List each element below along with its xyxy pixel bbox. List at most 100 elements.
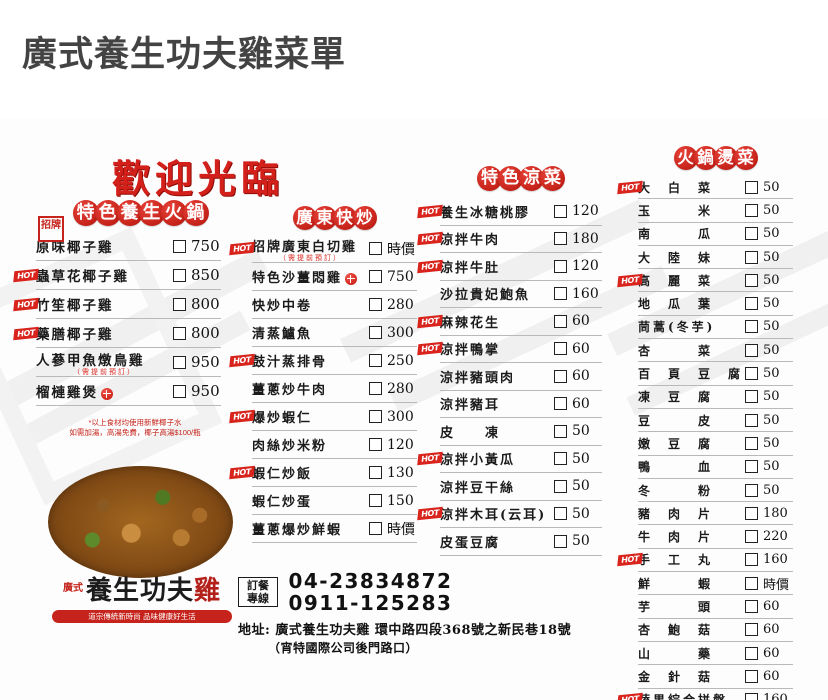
order-checkbox[interactable] bbox=[745, 553, 758, 567]
order-checkbox[interactable] bbox=[745, 227, 758, 241]
order-checkbox[interactable] bbox=[369, 494, 382, 507]
menu-item-row[interactable]: HOT蔬果綜合拼盤 160 bbox=[617, 689, 793, 700]
menu-item-row[interactable]: HOT 高 麗 菜 50 bbox=[617, 269, 793, 293]
phone-mobile[interactable]: 0911-125283 bbox=[288, 591, 453, 615]
menu-item-row[interactable]: 杏 菜 50 bbox=[638, 339, 793, 363]
order-checkbox[interactable] bbox=[745, 646, 758, 660]
menu-item-row[interactable]: 涼拌豬頭肉 60 bbox=[440, 363, 602, 391]
order-checkbox[interactable] bbox=[554, 452, 567, 466]
order-checkbox[interactable] bbox=[745, 576, 758, 590]
order-checkbox[interactable] bbox=[369, 438, 382, 451]
menu-item-row[interactable]: 皮 凍 50 bbox=[440, 418, 602, 446]
order-checkbox[interactable] bbox=[745, 693, 758, 700]
order-checkbox[interactable] bbox=[745, 530, 758, 544]
menu-item-row[interactable]: 蝦仁炒蛋 150 bbox=[252, 487, 417, 515]
order-checkbox[interactable] bbox=[745, 367, 758, 381]
menu-item-row[interactable]: 薑蔥爆炒鮮蝦 時價 bbox=[252, 515, 417, 543]
menu-item-row[interactable]: 茼蒿(冬芋) 50 bbox=[638, 316, 793, 340]
menu-item-row[interactable]: 凍 豆 腐 50 bbox=[638, 386, 793, 409]
order-checkbox[interactable] bbox=[745, 413, 758, 427]
order-checkbox[interactable] bbox=[745, 390, 758, 404]
order-checkbox[interactable] bbox=[369, 242, 382, 255]
menu-item-row[interactable]: HOT 招牌廣東白切雞 （需提前預訂） 時價 bbox=[229, 235, 417, 263]
menu-item-row[interactable]: 鮮 蝦 時價 bbox=[638, 572, 793, 596]
order-checkbox[interactable] bbox=[173, 297, 186, 311]
menu-item-row[interactable]: 清蒸鱸魚 300 bbox=[252, 319, 417, 347]
menu-item-row[interactable]: HOT 養生冰糖桃膠 120 bbox=[417, 198, 602, 226]
order-checkbox[interactable] bbox=[173, 326, 186, 340]
order-checkbox[interactable] bbox=[745, 320, 758, 334]
menu-item-row[interactable]: HOT 麻辣花生 60 bbox=[417, 308, 602, 336]
order-checkbox[interactable] bbox=[173, 268, 186, 282]
order-checkbox[interactable] bbox=[745, 669, 758, 683]
menu-item-row[interactable]: 榴槤雞煲 950 bbox=[36, 377, 221, 406]
menu-item-row[interactable]: 特色沙薑悶雞 750 bbox=[252, 263, 417, 291]
menu-item-row[interactable]: 冬 粉 50 bbox=[638, 479, 793, 503]
menu-item-row[interactable]: 嫩 豆 腐 50 bbox=[638, 432, 793, 456]
menu-item-row[interactable]: HOT 藥膳椰子雞 800 bbox=[13, 319, 221, 348]
order-checkbox[interactable] bbox=[369, 354, 382, 367]
order-checkbox[interactable] bbox=[745, 623, 758, 637]
order-checkbox[interactable] bbox=[745, 343, 758, 357]
order-checkbox[interactable] bbox=[554, 369, 567, 383]
menu-item-row[interactable]: 快炒中卷 280 bbox=[252, 291, 417, 319]
menu-item-row[interactable]: HOT 蝦仁炒飯 130 bbox=[229, 459, 417, 487]
menu-item-row[interactable]: 玉 米 50 bbox=[638, 199, 793, 223]
menu-item-row[interactable]: 金 針 菇 60 bbox=[638, 665, 793, 689]
order-checkbox[interactable] bbox=[173, 239, 186, 253]
phone-landline[interactable]: 04-23834872 bbox=[288, 569, 453, 593]
menu-item-row[interactable]: 涼拌豬耳 60 bbox=[440, 391, 602, 418]
menu-item-row[interactable]: HOT 涼拌小黃瓜 50 bbox=[417, 446, 602, 473]
order-checkbox[interactable] bbox=[369, 466, 382, 479]
menu-item-row[interactable]: HOT 竹笙椰子雞 800 bbox=[13, 290, 221, 319]
order-checkbox[interactable] bbox=[745, 250, 758, 264]
order-checkbox[interactable] bbox=[369, 270, 382, 283]
menu-item-row[interactable]: HOT 大 白 菜 50 bbox=[617, 176, 793, 200]
order-checkbox[interactable] bbox=[369, 298, 382, 311]
menu-item-row[interactable]: 薑蔥炒牛肉 280 bbox=[252, 375, 417, 403]
menu-item-row[interactable]: 南 瓜 50 bbox=[638, 223, 793, 246]
menu-item-row[interactable]: HOT 蟲草花椰子雞 850 bbox=[13, 261, 221, 290]
order-checkbox[interactable] bbox=[369, 522, 382, 535]
order-checkbox[interactable] bbox=[554, 507, 567, 521]
menu-item-row[interactable]: HOT 涼拌木耳(云耳) 50 bbox=[417, 501, 602, 528]
order-checkbox[interactable] bbox=[554, 232, 567, 246]
order-checkbox[interactable] bbox=[554, 479, 567, 493]
order-checkbox[interactable] bbox=[745, 506, 758, 520]
menu-item-row[interactable]: 豆 皮 50 bbox=[638, 409, 793, 433]
menu-item-row[interactable]: 鴨 血 50 bbox=[638, 456, 793, 479]
order-checkbox[interactable] bbox=[554, 314, 567, 328]
order-checkbox[interactable] bbox=[554, 287, 567, 301]
order-checkbox[interactable] bbox=[554, 259, 567, 273]
menu-item-row[interactable]: 豬 肉 片 180 bbox=[638, 502, 793, 526]
order-checkbox[interactable] bbox=[745, 436, 758, 450]
menu-item-row[interactable]: 大 陸 妹 50 bbox=[638, 246, 793, 270]
menu-item-row[interactable]: HOT 涼拌牛肚 120 bbox=[417, 253, 602, 281]
menu-item-row[interactable]: HOT 鼓汁蒸排骨 250 bbox=[229, 347, 417, 375]
menu-item-row[interactable]: HOT 爆炒蝦仁 300 bbox=[229, 403, 417, 431]
order-checkbox[interactable] bbox=[745, 483, 758, 497]
order-checkbox[interactable] bbox=[554, 397, 567, 411]
order-checkbox[interactable] bbox=[369, 382, 382, 395]
menu-item-row[interactable]: 山 藥 60 bbox=[638, 642, 793, 666]
menu-item-row[interactable]: 杏 鮑 菇 60 bbox=[638, 619, 793, 642]
order-checkbox[interactable] bbox=[173, 355, 186, 369]
order-checkbox[interactable] bbox=[369, 326, 382, 339]
order-checkbox[interactable] bbox=[554, 534, 567, 548]
order-checkbox[interactable] bbox=[745, 180, 758, 194]
order-checkbox[interactable] bbox=[745, 203, 758, 217]
menu-item-row[interactable]: 肉絲炒米粉 120 bbox=[252, 431, 417, 459]
menu-item-row[interactable]: HOT 手 工 丸 160 bbox=[617, 549, 793, 573]
order-checkbox[interactable] bbox=[745, 460, 758, 474]
menu-item-row[interactable]: 百 頁 豆 腐 50 bbox=[638, 362, 793, 386]
menu-item-row[interactable]: 牛 肉 片 220 bbox=[638, 525, 793, 549]
menu-item-row[interactable]: 原味椰子雞 750 bbox=[36, 232, 221, 261]
menu-item-row[interactable]: 沙拉貴妃鮑魚 160 bbox=[440, 281, 602, 308]
order-checkbox[interactable] bbox=[745, 599, 758, 613]
order-checkbox[interactable] bbox=[554, 204, 567, 218]
order-checkbox[interactable] bbox=[369, 410, 382, 423]
order-checkbox[interactable] bbox=[554, 342, 567, 356]
order-checkbox[interactable] bbox=[745, 273, 758, 287]
menu-item-row[interactable]: HOT 涼拌牛肉 180 bbox=[417, 226, 602, 253]
order-checkbox[interactable] bbox=[745, 297, 758, 311]
